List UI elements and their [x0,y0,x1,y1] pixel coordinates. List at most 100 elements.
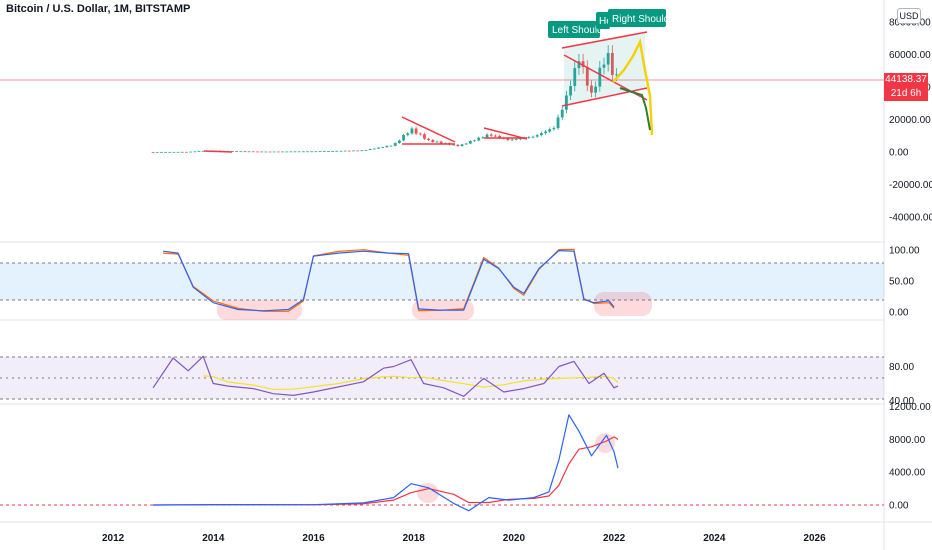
price-candle [160,151,163,153]
price-candle [460,144,464,147]
price-candle [565,95,568,110]
price-candle [272,151,276,153]
price-candle [418,133,422,135]
x-tick-label: 2012 [102,533,125,544]
price-candle [389,145,393,147]
price-candle [372,148,376,150]
stoch-band [0,263,884,300]
price-candle [402,135,405,141]
price-candle [510,139,514,141]
price-candle [531,136,535,138]
price-candle [176,151,180,153]
stoch-oversold-zone-2014 [217,300,302,320]
price-candle [327,151,330,152]
price-candle [427,138,431,140]
right-shoulder-label[interactable]: Right Shoulder [608,9,679,27]
price-candle [251,151,255,153]
price-candle [456,144,460,147]
macd-cross-zone-2018 [417,483,439,503]
countdown-tag: 21d 6h [884,87,928,101]
price-candle [297,151,301,153]
head-label[interactable]: He [596,12,612,29]
price-candle [606,52,610,65]
price-candle [527,137,531,139]
price-candle [498,135,502,138]
macd-series [153,414,619,512]
rsi-line [152,355,619,397]
price-candle [439,141,443,144]
price-candle [243,151,247,153]
x-tick-label: 2020 [503,533,526,544]
time-axis[interactable]: 2012 2014 2016 2018 2020 2022 2024 2026 [102,533,826,544]
chart-patterns [203,31,654,153]
price-candle [514,139,518,141]
price-candle [276,151,280,153]
price-candle [435,141,439,143]
price-candle [318,151,322,153]
price-candle [339,150,343,152]
price-candle [385,145,389,148]
price-candle [352,150,355,152]
price-candle [268,151,272,153]
price-candle [414,128,418,134]
hs-upper-line [561,31,648,49]
price-candle [310,151,314,153]
price-candle [256,151,259,153]
y-tick-label: 4000.00 [889,468,926,479]
price-candle [573,68,577,87]
x-tick-label: 2018 [403,533,426,544]
price-candle [423,134,426,139]
stochastic-d-line [163,248,615,312]
rsi-band [0,357,884,399]
highlight-zones [217,292,652,503]
x-tick-label: 2022 [603,533,626,544]
price-candle [368,149,372,151]
price-candle [585,66,589,86]
price-candle [581,61,585,67]
y-tick-label: 60000.00 [889,50,931,61]
price-candle [155,151,159,153]
price-candle [552,128,556,130]
price-candle [343,150,347,152]
price-series [151,45,618,153]
price-candle [485,134,489,138]
y-tick-label: 12000.00 [889,402,931,413]
macd-line [153,414,619,512]
head-text: He [599,16,612,27]
pattern-2014-line [203,150,233,153]
y-tick-label: 0.00 [889,148,909,159]
price-candle [602,64,606,68]
hs-neckline [561,87,648,107]
price-candle [247,151,251,153]
price-candle [301,151,305,153]
pattern-2019-upper-line [483,127,528,140]
price-candle [539,133,543,136]
price-candle [615,74,618,76]
price-candle [506,138,510,141]
stoch-oversold-zone-2022 [594,292,652,316]
price-candle [494,135,497,137]
price-candle [197,151,201,152]
price-candle [293,151,297,153]
price-candle [364,150,368,151]
y-tick-label: 0.00 [889,501,909,512]
price-candle [544,131,547,134]
projection-path-green [619,87,651,131]
x-tick-label: 2014 [202,533,225,544]
x-tick-label: 2016 [302,533,325,544]
y-tick-label: -40000.00 [889,213,932,224]
price-candle [335,150,339,152]
price-candle [560,109,564,118]
price-candle [590,85,593,93]
currency-button[interactable]: USD [897,8,921,24]
projection-path-yellow [612,38,654,136]
price-candle [201,150,205,152]
price-candle [151,151,155,153]
price-candle [610,52,614,75]
symbol-title[interactable]: Bitcoin / U.S. Dollar, 1M, BITSTAMP [6,3,191,15]
rsi-series [152,355,619,397]
price-candle [464,143,468,145]
left-shoulder-label[interactable]: Left Shoulder [548,21,612,38]
price-candle [489,134,493,136]
